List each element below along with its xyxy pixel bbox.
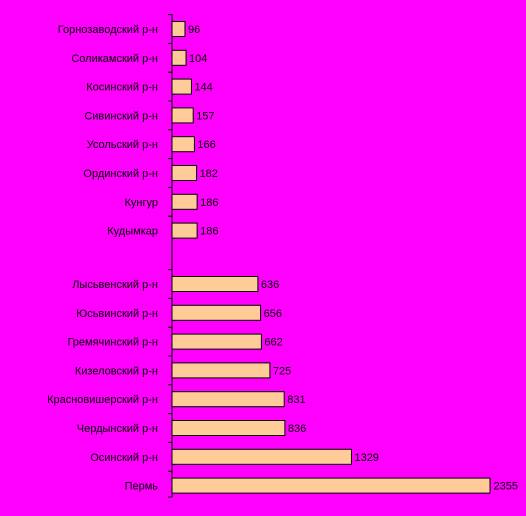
category-label: Кудымкар (107, 226, 158, 238)
value-label: 186 (200, 197, 218, 209)
value-label: 662 (264, 337, 282, 349)
bar (171, 136, 195, 153)
value-label: 157 (196, 110, 214, 122)
value-label: 836 (288, 423, 306, 435)
category-label: Пермь (125, 481, 159, 493)
category-label: Лысьвенский р-н (72, 279, 158, 291)
bar (171, 49, 187, 66)
category-label: Чердынский р-н (77, 423, 158, 435)
bar (171, 21, 186, 37)
bar (171, 78, 192, 95)
category-label: Красновишерский р-н (47, 394, 158, 406)
category-label: Кизеловский р-н (75, 365, 158, 377)
value-label: 1329 (354, 452, 378, 464)
bar (171, 362, 271, 379)
value-label: 2355 (494, 481, 518, 493)
bar (171, 420, 286, 436)
category-label: Кунгур (125, 197, 159, 209)
category-label: Косинский р-н (86, 82, 158, 94)
category-label: Юсьвинский р-н (76, 308, 158, 320)
bar (171, 107, 194, 124)
category-label: Горнозаводский р-н (58, 24, 158, 36)
value-label: 166 (197, 139, 215, 151)
bar (171, 304, 262, 321)
category-label: Осинский р-н (90, 452, 158, 464)
bar (171, 165, 198, 181)
bar (171, 391, 285, 408)
value-label: 656 (264, 308, 282, 320)
value-label: 636 (261, 279, 279, 291)
category-label: Гремячинский р-н (67, 337, 158, 349)
value-label: 144 (194, 82, 212, 94)
category-label: Усольский р-н (87, 139, 158, 151)
value-label: 182 (200, 168, 218, 180)
value-label: 104 (189, 53, 207, 65)
value-label: 186 (200, 226, 218, 238)
bar (171, 193, 198, 210)
bar (171, 276, 259, 292)
category-label: Ординский р-н (83, 168, 158, 180)
category-label: Соликамский р-н (71, 53, 158, 65)
bar (171, 222, 198, 239)
bar (171, 333, 262, 350)
bar (171, 477, 491, 494)
bar (171, 448, 352, 465)
category-label: Сивинский р-н (84, 110, 158, 122)
chart-marks: Горнозаводский р-н 96 Соликамский р-н 104 Ко… (47, 14, 518, 498)
value-label: 96 (188, 24, 200, 36)
value-label: 725 (273, 365, 291, 377)
value-label: 831 (287, 394, 305, 406)
